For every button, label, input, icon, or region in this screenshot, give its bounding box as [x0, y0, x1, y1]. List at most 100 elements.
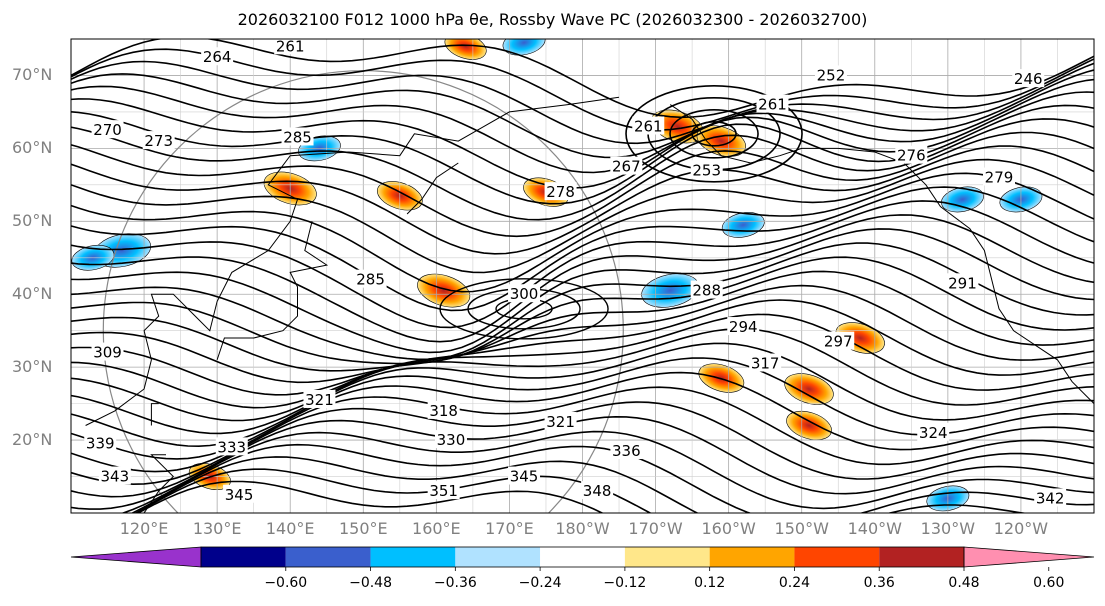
longitude-label: 170°E	[485, 519, 534, 538]
contour-label: 261	[758, 96, 787, 114]
contour-label-bg	[201, 47, 234, 66]
theta-e-contour	[71, 214, 1094, 343]
contour-label-bg	[983, 167, 1016, 186]
contour-label-bg	[223, 484, 256, 503]
latitude-label: 40°N	[12, 284, 53, 304]
contour-label-bg	[946, 273, 979, 292]
colorbar-tick-label: −0.48	[349, 575, 392, 591]
contour-label-bg	[727, 317, 760, 336]
positive-anomaly-patch	[417, 273, 471, 308]
coastline	[669, 104, 1094, 404]
contour-label: 246	[1014, 70, 1043, 88]
colorbar-tick-label: 0.60	[1033, 575, 1065, 591]
colorbar-segment	[879, 547, 964, 567]
contour-label-bg	[895, 145, 928, 164]
contour-label: 300	[510, 285, 539, 303]
colorbar-segment	[794, 547, 880, 567]
contour-label: 318	[429, 402, 458, 420]
theta-e-contour	[71, 158, 1094, 274]
contour-label: 333	[217, 438, 246, 456]
contour-label-bg	[427, 400, 460, 419]
contour-label: 264	[203, 48, 232, 66]
contour-label-bg	[822, 331, 855, 350]
colorbar-segment	[540, 547, 625, 567]
colorbar-tick-label: 0.12	[694, 575, 726, 591]
colorbar-tick-label: −0.24	[518, 575, 562, 591]
theta-e-contour	[71, 145, 1094, 255]
longitude-label: 170°W	[628, 519, 683, 538]
theta-e-contour	[71, 270, 1094, 372]
colorbar-tick-label: 0.24	[778, 575, 811, 591]
contour-label: 348	[583, 482, 612, 500]
colorbar-frame	[200, 546, 965, 568]
theta-e-contour	[71, 78, 1094, 174]
contour-label: 285	[283, 128, 312, 146]
contour-label-bg	[303, 389, 336, 408]
coastline	[216, 221, 329, 361]
theta-e-contour	[120, 443, 1094, 513]
contour-label-bg	[281, 127, 314, 146]
contour-label: 285	[356, 271, 385, 289]
contour-label-bg	[749, 353, 782, 372]
contour-label: 345	[510, 468, 539, 486]
longitude-label: 160°W	[701, 519, 756, 538]
theta-e-contour	[71, 430, 1094, 510]
plot-frame	[70, 38, 1095, 514]
contour-label-bg	[632, 116, 665, 135]
contour-label-bg	[84, 433, 117, 452]
longitude-label: 140°E	[265, 519, 315, 538]
contour-label-bg	[508, 284, 541, 303]
theta-e-contour	[625, 85, 803, 183]
contour-label-bg	[215, 437, 248, 456]
colorbar-segment	[709, 547, 795, 567]
theta-e-contour	[71, 256, 1094, 365]
longitude-label: 150°W	[774, 519, 829, 538]
latitude-label: 70°N	[12, 65, 53, 85]
contour-label-bg	[610, 441, 643, 460]
theta-e-contour	[71, 91, 1094, 189]
contour-label: 288	[692, 282, 721, 300]
contour-label-bg	[91, 120, 124, 139]
contour-label-bg	[354, 269, 387, 288]
contour-label-bg	[427, 481, 460, 500]
theta-e-contour	[71, 328, 1094, 422]
theta-e-contour	[136, 480, 604, 513]
contour-label-bg	[1012, 69, 1045, 88]
colorbar-tick-label: 0.36	[863, 575, 895, 591]
contour-label: 278	[546, 183, 575, 201]
longitude-label: 120°W	[993, 519, 1049, 538]
latitude-label: 20°N	[12, 430, 53, 450]
contour-label: 261	[276, 37, 305, 55]
coastline	[85, 96, 620, 426]
contour-label: 343	[101, 468, 130, 486]
contour-label-bg	[581, 481, 614, 500]
contour-label-bg	[98, 466, 131, 485]
colorbar-segment	[455, 547, 541, 567]
colorbar-tick-label: −0.36	[433, 575, 477, 591]
contour-label: 294	[729, 318, 758, 336]
contour-label-bg	[274, 39, 307, 55]
latitude-label: 30°N	[12, 357, 53, 377]
contour-label: 345	[225, 486, 254, 504]
theta-e-contour	[71, 313, 1094, 409]
contour-label: 330	[437, 431, 466, 449]
coastline-layer	[85, 96, 1094, 513]
latitude-label: 60°N	[12, 138, 53, 158]
positive-anomaly-patch	[784, 373, 834, 405]
theta-e-contour	[71, 39, 1094, 119]
theta-e-contour	[691, 121, 737, 147]
contour-label: 253	[692, 161, 721, 179]
contour-label-bg	[142, 131, 175, 150]
contour-label-bg	[508, 466, 541, 485]
latitude-label: 50°N	[12, 211, 53, 231]
coastline	[406, 162, 459, 215]
contour-label: 317	[751, 355, 780, 373]
contour-label: 267	[612, 158, 641, 176]
theta-e-contour	[71, 186, 1094, 312]
theta-e-contour	[71, 284, 1094, 384]
contour-label: 261	[634, 118, 663, 136]
contour-label: 270	[93, 121, 122, 139]
colorbar-segment	[201, 547, 286, 567]
contour-label-bg	[544, 411, 577, 430]
contour-label: 279	[985, 169, 1014, 187]
